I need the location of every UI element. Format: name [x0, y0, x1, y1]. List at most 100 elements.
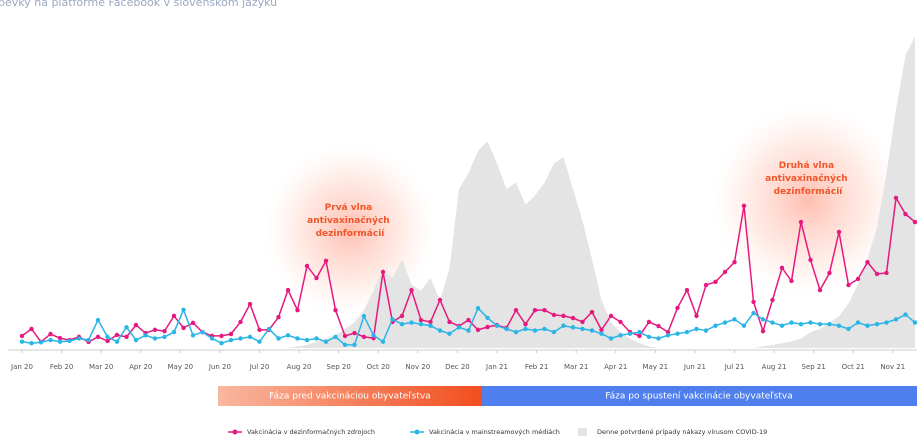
- point: [751, 299, 756, 305]
- highlight-glow: [265, 145, 435, 315]
- x-tick-label: Feb 21: [525, 363, 549, 371]
- point: [656, 323, 661, 329]
- point: [295, 336, 300, 341]
- point: [542, 307, 547, 313]
- point: [827, 270, 832, 276]
- point: [171, 329, 177, 335]
- point: [466, 317, 471, 323]
- chart-title: pevky na platforme Facebook v slovenskom…: [0, 0, 277, 9]
- point: [675, 305, 680, 311]
- point: [418, 317, 424, 323]
- x-tick-label: Dec 20: [445, 363, 470, 371]
- point: [181, 307, 186, 313]
- phase-label: Fáza po spustení vakcinácie obyvateľstva: [605, 392, 792, 402]
- x-tick-label: Sep 20: [327, 363, 351, 371]
- point: [133, 322, 139, 328]
- x-tick-label: Jan 20: [10, 363, 33, 371]
- phase-label: Fáza pred vakcináciou obyvateľstva: [269, 392, 430, 402]
- point: [599, 327, 604, 333]
- point: [732, 259, 737, 265]
- x-tick-label: May 20: [168, 363, 194, 371]
- point: [722, 269, 728, 275]
- point: [352, 342, 357, 348]
- point: [342, 333, 348, 339]
- point: [561, 323, 566, 328]
- legend-label: Vakcinácia v mainstreamových médiách: [429, 428, 560, 436]
- x-tick-label: Aug 21: [762, 363, 787, 371]
- point: [694, 313, 699, 319]
- x-tick-label: Apr 20: [129, 363, 152, 371]
- point: [865, 323, 870, 328]
- point: [580, 326, 585, 332]
- point: [494, 323, 500, 328]
- legend-swatch: [414, 429, 420, 435]
- point: [523, 326, 528, 332]
- point: [466, 328, 471, 333]
- point: [418, 321, 424, 327]
- point: [751, 310, 756, 316]
- annotation: Prvá vlna antivaxinačných dezinformácií: [307, 203, 393, 239]
- point: [741, 203, 747, 209]
- point: [798, 219, 804, 225]
- point: [561, 313, 566, 319]
- point: [95, 334, 101, 340]
- point: [323, 258, 329, 264]
- point: [912, 219, 917, 225]
- point: [637, 333, 642, 339]
- point: [29, 326, 34, 332]
- point: [48, 337, 53, 343]
- point: [333, 334, 338, 340]
- point: [551, 312, 557, 318]
- point: [599, 331, 604, 336]
- x-tick-label: Mar 20: [89, 363, 113, 371]
- point: [190, 333, 196, 338]
- point: [570, 315, 576, 321]
- point: [133, 337, 139, 343]
- point: [190, 320, 196, 326]
- point: [808, 320, 813, 325]
- point: [608, 313, 614, 319]
- point: [532, 307, 538, 313]
- point: [333, 307, 338, 313]
- point: [789, 320, 794, 325]
- point: [409, 287, 414, 293]
- point: [247, 334, 253, 340]
- point: [285, 333, 291, 338]
- x-tick-label: Nov 21: [880, 363, 905, 371]
- point: [257, 327, 262, 333]
- point: [637, 329, 642, 335]
- point: [836, 323, 842, 328]
- point: [314, 275, 319, 281]
- legend-label: Vakcinácia v dezinformačných zdrojoch: [247, 428, 375, 436]
- point: [314, 336, 319, 341]
- phase-bar: [218, 386, 482, 406]
- point: [266, 326, 272, 332]
- point: [884, 320, 889, 325]
- x-tick-label: Oct 20: [367, 363, 390, 371]
- point: [181, 325, 186, 331]
- highlight-glow: [713, 105, 903, 295]
- point: [513, 307, 519, 313]
- point: [285, 287, 291, 293]
- point: [105, 338, 110, 344]
- point: [57, 339, 63, 344]
- area: [22, 36, 915, 349]
- point: [437, 297, 443, 303]
- point: [542, 326, 547, 332]
- point: [38, 340, 44, 345]
- point: [48, 331, 53, 337]
- point: [152, 327, 158, 333]
- point: [827, 321, 832, 327]
- point: [371, 333, 376, 338]
- point: [485, 315, 490, 320]
- point: [399, 321, 405, 327]
- x-tick-label: Jun 20: [208, 363, 231, 371]
- point: [209, 336, 215, 341]
- point: [114, 332, 120, 338]
- point: [67, 338, 72, 344]
- x-tick-label: Jul 20: [249, 363, 270, 371]
- point: [646, 319, 652, 325]
- point: [342, 342, 348, 348]
- plot-area: [19, 36, 917, 349]
